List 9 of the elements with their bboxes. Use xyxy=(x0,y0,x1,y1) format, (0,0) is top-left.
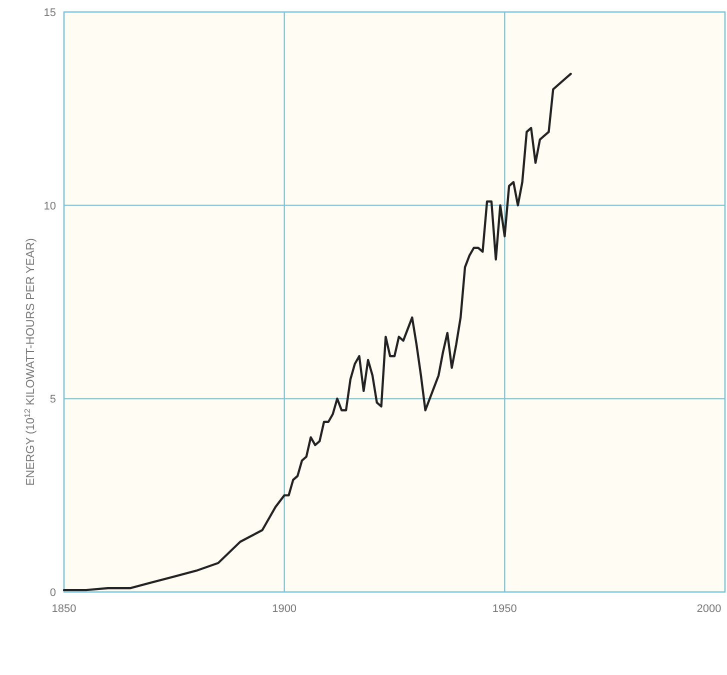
y-tick-label: 15 xyxy=(44,7,56,19)
y-tick-label: 5 xyxy=(50,394,56,406)
x-tick-label: 2000 xyxy=(696,603,722,615)
y-tick-label: 0 xyxy=(50,587,56,599)
x-tick-label: 1900 xyxy=(272,603,297,615)
y-tick-label: 10 xyxy=(44,200,56,212)
x-tick-label: 1950 xyxy=(492,603,517,615)
line-series xyxy=(62,72,572,592)
x-tick-label: 1850 xyxy=(52,603,76,615)
